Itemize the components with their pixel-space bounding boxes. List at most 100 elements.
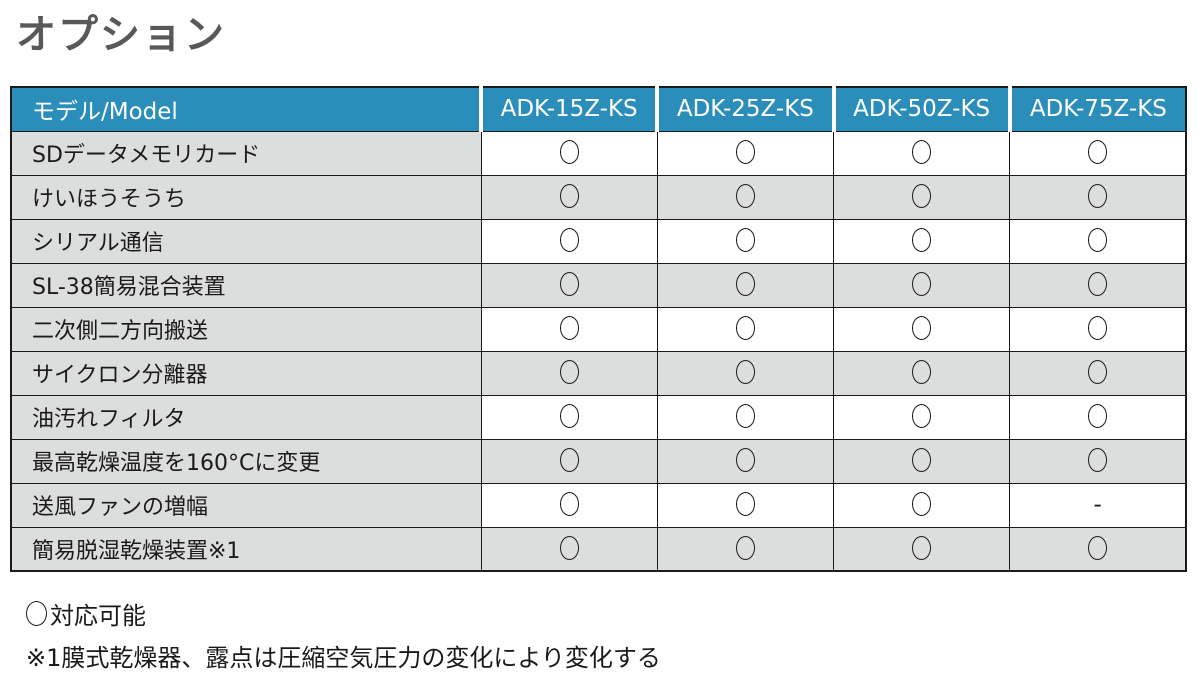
circle-icon — [559, 448, 579, 472]
table-row: SDデータメモリカード — [10, 130, 1187, 176]
option-label: 簡易脱湿乾燥装置※1 — [10, 526, 482, 572]
circle-icon — [735, 140, 755, 164]
option-label: シリアル通信 — [10, 218, 482, 264]
option-cell — [1009, 306, 1187, 352]
circle-icon — [559, 404, 579, 428]
circle-icon — [559, 316, 579, 340]
option-label: SDデータメモリカード — [10, 130, 482, 176]
circle-icon — [735, 404, 755, 428]
option-cell — [832, 394, 1011, 440]
option-cell — [656, 482, 835, 528]
circle-icon — [559, 535, 579, 560]
circle-icon — [735, 492, 755, 516]
option-cell — [480, 438, 658, 484]
option-label: 二次側二方向搬送 — [10, 306, 482, 352]
circle-icon — [1088, 404, 1108, 428]
legend-available: 対応可能 — [26, 596, 146, 631]
legend-available-label: 対応可能 — [50, 602, 146, 630]
options-table: モデル/Model ADK-15Z-KS ADK-25Z-KS ADK-50Z-KS… — [10, 86, 1187, 572]
circle-icon — [912, 272, 932, 296]
header-column-1: ADK-15Z-KS — [478, 86, 658, 132]
option-cell — [832, 526, 1011, 572]
option-cell — [832, 438, 1011, 484]
option-cell — [480, 130, 658, 176]
option-cell — [832, 262, 1011, 308]
circle-icon — [559, 272, 579, 296]
option-cell — [480, 174, 658, 220]
circle-icon — [912, 535, 932, 560]
circle-icon — [912, 404, 932, 428]
table-row: 油汚れフィルタ — [10, 394, 1187, 440]
option-cell — [1009, 174, 1187, 220]
table-row: けいほうそうち — [10, 174, 1187, 220]
circle-icon — [912, 184, 932, 208]
option-cell — [480, 306, 658, 352]
circle-icon — [26, 601, 47, 626]
table-row: 送風ファンの増幅 - — [10, 482, 1187, 528]
circle-icon — [1088, 140, 1108, 164]
circle-icon — [735, 272, 755, 296]
option-cell — [1009, 218, 1187, 264]
circle-icon — [559, 140, 579, 164]
option-label: 送風ファンの増幅 — [10, 482, 482, 528]
circle-icon — [912, 140, 932, 164]
option-cell — [480, 394, 658, 440]
option-cell — [480, 482, 658, 528]
circle-icon — [559, 360, 579, 384]
option-cell — [832, 174, 1011, 220]
option-cell — [656, 526, 835, 572]
option-label: けいほうそうち — [10, 174, 482, 220]
circle-icon — [735, 228, 755, 252]
header-column-2: ADK-25Z-KS — [655, 86, 835, 132]
option-cell — [656, 174, 835, 220]
circle-icon — [912, 360, 932, 384]
circle-icon — [912, 448, 932, 472]
circle-icon — [559, 184, 579, 208]
option-cell — [480, 218, 658, 264]
header-model-label: モデル/Model — [10, 86, 482, 132]
option-cell — [656, 350, 835, 396]
option-cell — [1009, 394, 1187, 440]
table-header-row: モデル/Model ADK-15Z-KS ADK-25Z-KS ADK-50Z-KS… — [10, 86, 1187, 132]
option-cell — [1009, 438, 1187, 484]
table-row: 最高乾燥温度を160°Cに変更 — [10, 438, 1187, 484]
circle-icon — [1088, 184, 1108, 208]
option-label: サイクロン分離器 — [10, 350, 482, 396]
table-row: 二次側二方向搬送 — [10, 306, 1187, 352]
header-column-3: ADK-50Z-KS — [831, 86, 1011, 132]
footnote: ※1膜式乾燥器、露点は圧縮空気圧力の変化により変化する — [26, 644, 661, 672]
page-title: オプション — [16, 12, 226, 58]
option-label: 最高乾燥温度を160°Cに変更 — [10, 438, 482, 484]
option-cell — [656, 438, 835, 484]
option-cell — [480, 350, 658, 396]
circle-icon — [1088, 316, 1108, 340]
circle-icon — [912, 492, 932, 516]
option-cell — [656, 130, 835, 176]
option-cell — [656, 218, 835, 264]
option-label: 油汚れフィルタ — [10, 394, 482, 440]
option-cell — [1009, 262, 1187, 308]
circle-icon — [912, 316, 932, 340]
circle-icon — [1088, 272, 1108, 296]
table-row: SL-38簡易混合装置 — [10, 262, 1187, 308]
option-cell — [1009, 350, 1187, 396]
option-cell — [480, 262, 658, 308]
option-cell — [656, 262, 835, 308]
circle-icon — [559, 228, 579, 252]
circle-icon — [735, 316, 755, 340]
circle-icon — [735, 448, 755, 472]
table-row: サイクロン分離器 — [10, 350, 1187, 396]
circle-icon — [559, 492, 579, 516]
option-cell — [832, 218, 1011, 264]
table-row: 簡易脱湿乾燥装置※1 — [10, 526, 1187, 572]
option-cell — [1009, 526, 1187, 572]
circle-icon — [1088, 228, 1108, 252]
circle-icon — [1088, 535, 1108, 560]
option-label: SL-38簡易混合装置 — [10, 262, 482, 308]
option-cell — [656, 394, 835, 440]
circle-icon — [912, 228, 932, 252]
option-cell — [832, 482, 1011, 528]
option-cell — [832, 130, 1011, 176]
option-cell — [832, 306, 1011, 352]
circle-icon — [735, 535, 755, 560]
